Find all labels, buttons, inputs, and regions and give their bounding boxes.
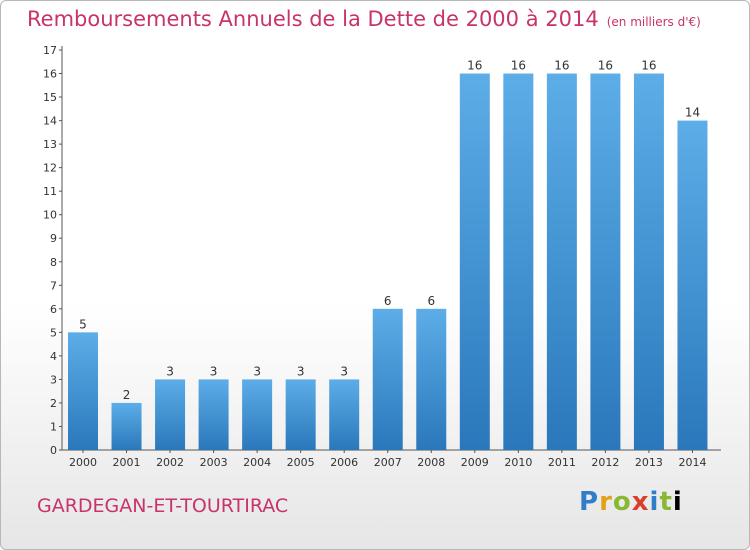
bar [546,73,577,450]
y-tick-label: 0 [50,444,57,457]
y-tick-label: 9 [50,232,57,245]
x-tick-label: 2011 [548,456,576,469]
bar-value-label: 3 [253,364,261,378]
logo-letter: x [631,487,650,517]
bar-value-label: 6 [384,294,392,308]
y-tick-label: 11 [43,185,57,198]
logo-letter: i [672,487,683,517]
y-tick-label: 4 [50,350,57,363]
y-tick-label: 13 [43,138,57,151]
chart-title-text: Remboursements Annuels de la Dette de 20… [27,7,599,31]
y-tick-label: 15 [43,91,57,104]
logo-letter: i [649,487,660,517]
bar [285,379,316,450]
bar-value-label: 16 [598,59,613,73]
x-tick-label: 2013 [635,456,663,469]
y-tick-label: 6 [50,303,57,316]
proxiti-logo: Proxiti [579,487,683,517]
bar [198,379,229,450]
x-tick-label: 2005 [287,456,315,469]
x-tick-label: 2010 [504,456,532,469]
bar [503,73,534,450]
y-tick-label: 16 [43,68,57,81]
bar-value-label: 3 [166,364,174,378]
bar-value-label: 3 [210,364,218,378]
labels: 5 2000 2 2001 3 2002 3 2003 3 2004 3 2005 3 2006 6 2007… [69,59,706,469]
bar [155,379,186,450]
y-tick-label: 7 [50,279,57,292]
bar-value-label: 3 [340,364,348,378]
x-tick-label: 2008 [417,456,445,469]
y-tick-label: 1 [50,420,57,433]
logo-letter: t [659,487,673,517]
bar-value-label: 16 [641,59,656,73]
bar [242,379,273,450]
bar [68,332,98,450]
chart-unit: (en milliers d'€) [606,15,701,29]
x-tick-label: 2001 [113,456,141,469]
commune-name: GARDEGAN-ET-TOURTIRAC [37,495,289,517]
chart-title: Remboursements Annuels de la Dette de 20… [27,7,701,31]
bar [677,120,708,451]
bar-value-label: 16 [511,59,526,73]
bar-value-label: 3 [297,364,305,378]
y-tick-label: 8 [50,256,57,269]
y-tick-label: 2 [50,397,57,410]
y-tick-label: 3 [50,373,57,386]
x-tick-label: 2000 [69,456,97,469]
x-tick-label: 2002 [156,456,184,469]
bar-value-label: 2 [123,388,131,402]
bar [459,73,490,450]
bar [633,73,664,450]
y-tick-label: 10 [43,209,57,222]
y-tick-label: 5 [50,326,57,339]
bar-value-label: 16 [467,59,482,73]
bar [372,308,403,450]
bar-value-label: 14 [685,106,700,120]
bars [68,73,708,451]
logo-letter: r [599,487,613,517]
bar [590,73,621,450]
bar-value-label: 6 [427,294,435,308]
bar-value-label: 5 [79,317,87,331]
logo-letter: P [579,487,600,517]
logo-letter: o [612,487,632,517]
x-tick-label: 2009 [461,456,489,469]
x-tick-label: 2003 [200,456,228,469]
y-tick-label: 12 [43,162,57,175]
y-tick-label: 17 [43,44,57,57]
bar-value-label: 16 [554,59,569,73]
bar [329,379,360,450]
x-tick-label: 2006 [330,456,358,469]
y-tick-label: 14 [43,115,57,128]
bar [416,308,447,450]
x-tick-label: 2004 [243,456,271,469]
x-tick-label: 2014 [678,456,706,469]
x-tick-label: 2007 [374,456,402,469]
x-tick-label: 2012 [591,456,619,469]
bar [111,402,142,450]
